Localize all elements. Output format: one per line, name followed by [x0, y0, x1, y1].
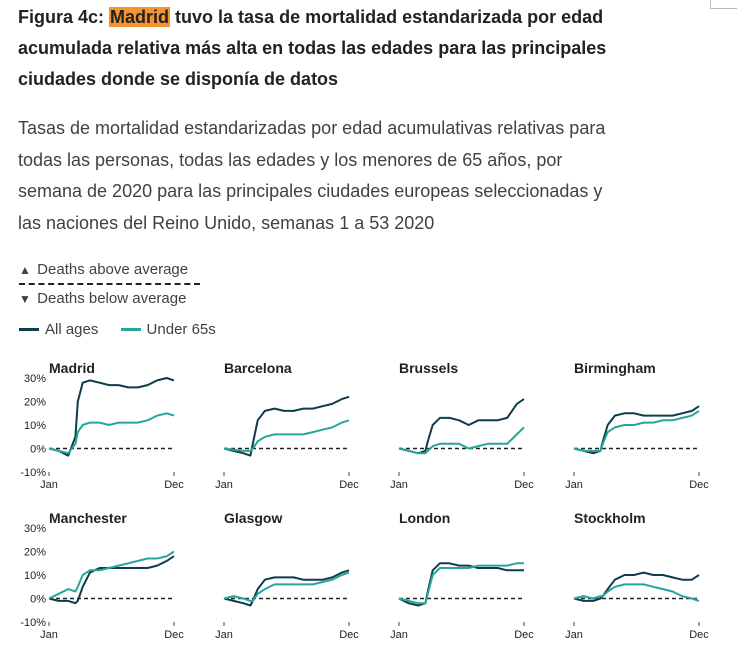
x-tick-label: Jan — [215, 629, 233, 641]
x-tick-label: Dec — [164, 479, 184, 491]
x-tick-label: Jan — [565, 629, 583, 641]
series-line-all-ages — [398, 398, 525, 455]
panel-london: London Jan Dec — [390, 510, 534, 641]
x-tick-label: Dec — [689, 479, 709, 491]
legend-item-all-ages: All ages — [19, 321, 103, 338]
x-tick-label: Jan — [390, 629, 408, 641]
panel-title: Barcelona — [224, 360, 292, 376]
series-line-under-65s — [48, 550, 175, 600]
x-tick-label: Jan — [565, 479, 583, 491]
y-tick-label: 10% — [24, 570, 46, 582]
y-tick-label: 30% — [24, 373, 46, 385]
triangle-up-icon: ▲ — [19, 263, 31, 277]
y-tick-label: 20% — [24, 397, 46, 409]
y-tick-label: 10% — [24, 420, 46, 432]
deaths-below-label: Deaths below average — [37, 290, 187, 307]
series-line-all-ages — [48, 377, 175, 457]
series-line-under-65s — [398, 562, 524, 605]
panel-title: London — [399, 510, 450, 526]
x-tick-label: Dec — [339, 629, 359, 641]
figure-subtitle: Tasas de mortalidad estandarizadas por e… — [18, 118, 606, 233]
deaths-below-key: ▼ Deaths below average — [19, 290, 186, 307]
panel-title: Glasgow — [224, 510, 282, 526]
series-line-under-65s — [223, 571, 350, 602]
title-highlight: Madrid — [109, 7, 171, 27]
legend-item-under-65s: Under 65s — [120, 321, 216, 338]
x-tick-label: Jan — [390, 479, 408, 491]
x-tick-label: Dec — [689, 629, 709, 641]
series-line-all-ages — [48, 555, 175, 605]
deaths-above-key: ▲ Deaths above average — [19, 261, 188, 278]
window-corner-decoration — [710, 0, 737, 9]
series-legend: All ages Under 65s — [19, 321, 234, 338]
x-tick-label: Jan — [215, 479, 233, 491]
x-tick-label: Jan — [40, 629, 58, 641]
zero-line-key — [19, 283, 200, 285]
deaths-above-label: Deaths above average — [37, 261, 189, 278]
x-tick-label: Dec — [514, 479, 534, 491]
x-tick-label: Dec — [339, 479, 359, 491]
legend-label-all-ages: All ages — [45, 321, 99, 338]
panel-title: Birmingham — [574, 360, 656, 376]
y-tick-label: 0% — [30, 444, 46, 456]
title-prefix: Figura 4c: — [18, 7, 110, 27]
panel-barcelona: Barcelona Jan Dec — [215, 360, 359, 491]
x-tick-label: Dec — [514, 629, 534, 641]
series-line-all-ages — [573, 571, 700, 602]
x-tick-label: Jan — [40, 479, 58, 491]
panel-brussels: Brussels Jan Dec — [390, 360, 534, 491]
panel-birmingham: Birmingham Jan Dec — [565, 360, 709, 491]
y-tick-label: -10% — [20, 617, 46, 629]
series-line-under-65s — [48, 412, 175, 455]
series-line-under-65s — [398, 426, 525, 455]
panel-title: Madrid — [49, 360, 95, 376]
series-line-all-ages — [223, 569, 350, 607]
y-tick-label: -10% — [20, 467, 46, 479]
title-rest: tuvo la tasa de mortalidad estandarizada… — [18, 7, 607, 89]
series-line-under-65s — [573, 410, 700, 452]
series-line-all-ages — [573, 405, 700, 455]
series-line-all-ages — [398, 562, 524, 607]
triangle-down-icon: ▼ — [19, 292, 31, 306]
y-tick-label: 30% — [24, 523, 46, 535]
y-tick-label: 0% — [30, 594, 46, 606]
panel-stockholm: Stockholm Jan Dec — [565, 510, 709, 641]
panel-title: Stockholm — [574, 510, 646, 526]
x-tick-label: Dec — [164, 629, 184, 641]
legend-swatch-under-65s — [120, 327, 141, 331]
legend-swatch-all-ages — [19, 327, 39, 331]
y-tick-label: 20% — [24, 547, 46, 559]
series-line-all-ages — [223, 395, 350, 457]
series-line-under-65s — [573, 583, 700, 602]
series-line-under-65s — [223, 419, 350, 452]
panel-title: Manchester — [49, 510, 127, 526]
legend-label-under-65s: Under 65s — [146, 321, 216, 338]
panel-title: Brussels — [399, 360, 458, 376]
panel-glasgow: Glasgow Jan Dec — [215, 510, 359, 641]
figure-title: Figura 4c: Madrid tuvo la tasa de mortal… — [18, 2, 618, 95]
